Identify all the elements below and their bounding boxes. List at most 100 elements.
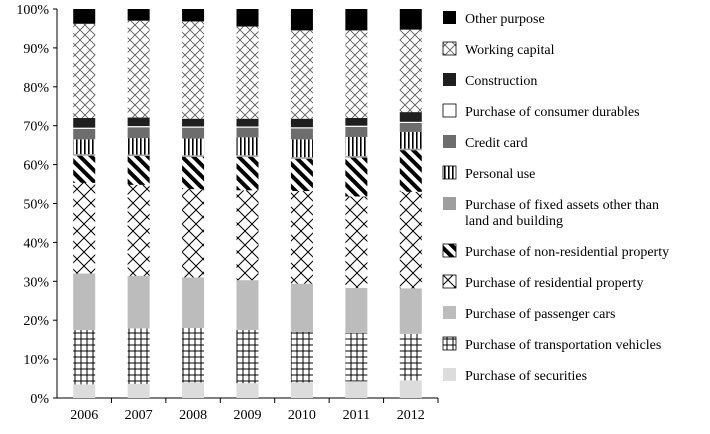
bar-segment-8-2009 bbox=[236, 126, 259, 128]
bar-segment-10-2011 bbox=[345, 30, 368, 118]
bar-segment-10-2012 bbox=[399, 29, 422, 113]
bar-segment-11-2010 bbox=[290, 9, 313, 31]
bar-segment-5-2010 bbox=[290, 157, 313, 159]
legend-label: Personal use bbox=[465, 167, 535, 182]
bar-segment-5-2007 bbox=[127, 154, 150, 157]
bar-segment-0-2010 bbox=[290, 382, 313, 398]
bar-segment-8-2006 bbox=[73, 127, 96, 129]
bar-segment-4-2012 bbox=[399, 150, 422, 192]
bar-segment-3-2007 bbox=[127, 184, 150, 276]
x-tick-label: 2012 bbox=[397, 408, 425, 423]
y-tick-label: 10% bbox=[23, 353, 49, 368]
bar-segment-8-2008 bbox=[182, 126, 205, 128]
bar-segment-6-2011 bbox=[345, 136, 368, 157]
legend-label: Purchase of passenger cars bbox=[465, 307, 615, 322]
bar-segment-0-2007 bbox=[127, 383, 150, 398]
legend-item: Purchase of non-residential property bbox=[442, 243, 669, 260]
bar-segment-3-2008 bbox=[182, 189, 205, 278]
bar-segment-8-2012 bbox=[399, 121, 422, 123]
bar-segment-11-2011 bbox=[345, 9, 368, 31]
x-tick-label: 2008 bbox=[179, 408, 207, 423]
bar-segment-2-2010 bbox=[290, 283, 313, 332]
bar-segment-1-2012 bbox=[399, 333, 422, 381]
legend: Other purpose Working capital Construction… bbox=[442, 11, 669, 384]
bar-segment-2-2007 bbox=[127, 275, 150, 329]
bar-segment-5-2011 bbox=[345, 156, 368, 158]
bar-segment-7-2011 bbox=[345, 126, 368, 137]
y-tick-label: 50% bbox=[23, 198, 49, 213]
bars bbox=[73, 9, 422, 398]
legend-swatch bbox=[443, 306, 456, 319]
bar-segment-3-2006 bbox=[73, 182, 96, 274]
bar-segment-7-2006 bbox=[73, 128, 96, 140]
y-tick-label: 70% bbox=[23, 120, 49, 135]
legend-label: Purchase of consumer durables bbox=[465, 105, 640, 120]
bar-segment-5-2006 bbox=[73, 154, 96, 156]
bar-segment-6-2008 bbox=[182, 138, 205, 156]
bar-segment-11-2008 bbox=[182, 9, 205, 22]
axes: 0% 10% 20% 30% 40% 50% 60% 70% 80% 90% 100% 2006 200… bbox=[16, 3, 439, 423]
y-tick-label: 20% bbox=[23, 314, 49, 329]
bar-segment-4-2008 bbox=[182, 156, 205, 190]
legend-label: Purchase of residential property bbox=[465, 276, 643, 291]
bar-segment-9-2009 bbox=[236, 118, 259, 127]
y-tick-label: 40% bbox=[23, 236, 49, 251]
bar-segment-9-2006 bbox=[73, 117, 96, 128]
legend-item: Working capital bbox=[442, 41, 555, 58]
legend-swatch bbox=[442, 274, 457, 289]
legend-item: Purchase of securities bbox=[443, 368, 587, 384]
bar-segment-10-2010 bbox=[290, 30, 313, 119]
y-tick-label: 0% bbox=[30, 392, 49, 407]
bar-segment-1-2011 bbox=[345, 333, 368, 382]
legend-swatch bbox=[443, 135, 456, 148]
bar-segment-2-2011 bbox=[345, 287, 368, 334]
bar-segment-6-2006 bbox=[73, 139, 96, 155]
legend-item: Purchase of transportation vehicles bbox=[442, 336, 661, 353]
bar-segment-7-2007 bbox=[127, 127, 150, 139]
bar-segment-7-2008 bbox=[182, 127, 205, 139]
bar-segment-7-2012 bbox=[399, 122, 422, 132]
bar-segment-8-2010 bbox=[290, 127, 313, 129]
bar-segment-4-2007 bbox=[127, 156, 150, 185]
bar-segment-6-2012 bbox=[399, 131, 422, 149]
legend-label: Purchase of securities bbox=[465, 369, 587, 384]
x-tick-label: 2006 bbox=[70, 408, 98, 423]
bar-segment-5-2009 bbox=[236, 155, 259, 157]
legend-swatch bbox=[443, 197, 456, 210]
bar-segment-1-2006 bbox=[73, 329, 96, 385]
legend-label: Other purpose bbox=[465, 12, 545, 27]
bar-segment-8-2007 bbox=[127, 126, 150, 128]
bar-segment-0-2012 bbox=[399, 380, 422, 398]
y-tick-label: 100% bbox=[16, 3, 49, 18]
legend-swatch bbox=[442, 41, 457, 56]
bar-segment-5-2008 bbox=[182, 155, 205, 157]
bar-segment-5-2012 bbox=[399, 148, 422, 151]
legend-item: Construction bbox=[443, 73, 537, 89]
bar-segment-1-2008 bbox=[182, 327, 205, 383]
bar-segment-11-2012 bbox=[399, 9, 422, 30]
bar-segment-4-2010 bbox=[290, 158, 313, 192]
x-tick-label: 2010 bbox=[288, 408, 316, 423]
bar-segment-2-2012 bbox=[399, 288, 422, 334]
bar-segment-6-2007 bbox=[127, 138, 150, 155]
legend-label: Purchase of non-residential property bbox=[465, 245, 669, 260]
bar-segment-9-2008 bbox=[182, 118, 205, 127]
bar-segment-6-2010 bbox=[290, 139, 313, 158]
bar-segment-10-2009 bbox=[236, 26, 259, 119]
bar-segment-0-2006 bbox=[73, 384, 96, 398]
legend-item: Personal use bbox=[442, 165, 535, 182]
bar-segment-0-2009 bbox=[236, 383, 259, 398]
x-tick-label: 2011 bbox=[343, 408, 370, 423]
bar-segment-1-2007 bbox=[127, 328, 150, 384]
bar-segment-10-2007 bbox=[127, 20, 150, 118]
bar-segment-9-2007 bbox=[127, 117, 150, 127]
bar-segment-4-2006 bbox=[73, 155, 96, 183]
bar-segment-1-2010 bbox=[290, 331, 313, 383]
legend-label: Working capital bbox=[465, 43, 555, 58]
y-tick-label: 80% bbox=[23, 81, 49, 96]
bar-segment-2-2008 bbox=[182, 277, 205, 328]
legend-label: Purchase of transportation vehicles bbox=[465, 338, 661, 353]
bar-segment-3-2010 bbox=[290, 191, 313, 284]
legend-swatch bbox=[442, 243, 457, 258]
